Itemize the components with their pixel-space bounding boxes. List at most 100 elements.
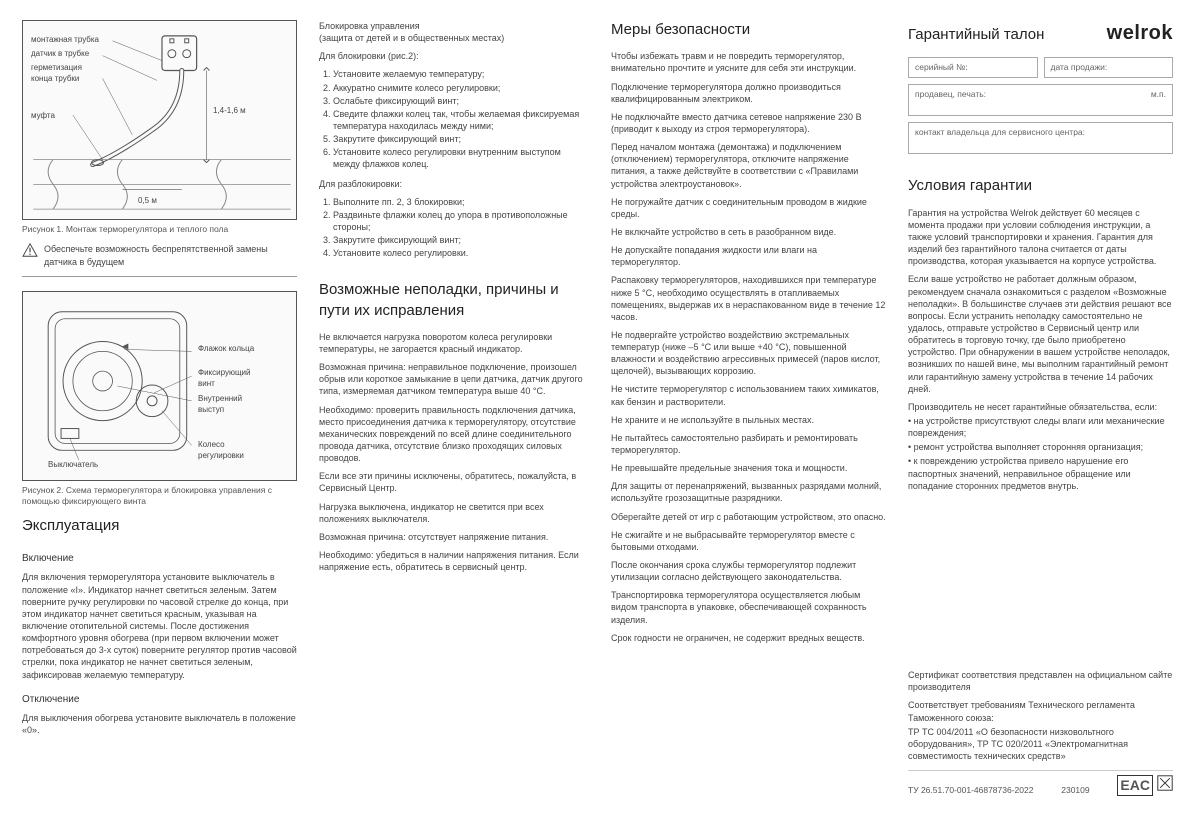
heading-safety: Меры безопасности	[611, 20, 886, 40]
field-label: серийный №:	[915, 62, 968, 73]
lock-step: Аккуратно снимите колесо регулировки;	[333, 82, 589, 94]
safety-para: Не подключайте вместо датчика сетевое на…	[611, 111, 886, 135]
safety-para: Не допускайте попадания жидкости или вла…	[611, 244, 886, 268]
column-1: монтажная трубка датчик в трубке гермети…	[22, 20, 297, 796]
trouble-p4: Если все эти причины исключены, обратите…	[319, 470, 589, 494]
warranty-p3c: • к повреждению устройства привело наруш…	[908, 455, 1173, 491]
footer-bottom-row: ТУ 26.51.70-001-46878736-2022 230109 EAC	[908, 770, 1173, 796]
lock-steps: Установите желаемую температуру; Аккурат…	[319, 68, 589, 171]
field-date[interactable]: дата продажи:	[1044, 57, 1174, 78]
field-row-1: серийный №: дата продажи:	[908, 57, 1173, 84]
column-4: Гарантийный талон welrok серийный №: дат…	[908, 20, 1173, 796]
safety-para: Подключение терморегулятора должно произ…	[611, 81, 886, 105]
fig1-label-offset: 0,5 м	[138, 196, 157, 207]
footer-tu: ТУ 26.51.70-001-46878736-2022	[908, 785, 1033, 796]
field-label: продавец, печать:	[915, 89, 986, 100]
trouble-p1: Не включается нагрузка поворотом колеса …	[319, 331, 589, 355]
safety-para: Транспортировка терморегулятора осуществ…	[611, 589, 886, 625]
fig2-label-wheel: Колесо регулировки	[198, 440, 268, 462]
safety-para: Не сжигайте и не выбрасывайте терморегул…	[611, 529, 886, 553]
lock-step: Установите желаемую температуру;	[333, 68, 589, 80]
para-off: Для выключения обогрева установите выклю…	[22, 712, 297, 736]
footer: Сертификат соответствия представлен на о…	[908, 669, 1173, 796]
column-2: Блокировка управления (защита от детей и…	[319, 20, 589, 796]
trouble-p2: Возможная причина: неправильное подключе…	[319, 361, 589, 397]
lock-step: Закрутите фиксирующий винт;	[333, 133, 589, 145]
fig1-label-tube: монтажная трубка	[31, 35, 99, 46]
heading-off: Отключение	[22, 693, 297, 707]
safety-para: Не храните и не используйте в пыльных ме…	[611, 414, 886, 426]
fig2-label-protrusion: Внутренний выступ	[198, 394, 258, 416]
safety-para: Не подвергайте устройство воздействию эк…	[611, 329, 886, 378]
safety-para: Не превышайте предельные значения тока и…	[611, 462, 886, 474]
safety-para: Чтобы избежать травм и не повредить терм…	[611, 50, 886, 74]
trouble-p5: Нагрузка выключена, индикатор не светитс…	[319, 501, 589, 525]
heading-warranty-card: Гарантийный талон	[908, 25, 1044, 45]
warning-text: Обеспечьте возможность беспрепятственной…	[44, 243, 297, 267]
warranty-p3b: • ремонт устройства выполняет сторонняя …	[908, 441, 1173, 453]
heading-warranty: Условия гарантии	[908, 176, 1173, 196]
safety-para: Распаковку терморегуляторов, находившихс…	[611, 274, 886, 323]
field-label: дата продажи:	[1051, 62, 1108, 73]
field-contact[interactable]: контакт владельца для сервисного центра:	[908, 122, 1173, 154]
safety-para: Для защиты от перенапряжений, вызванных …	[611, 480, 886, 504]
unlock-steps: Выполните пп. 2, 3 блокировки; Раздвиньт…	[319, 196, 589, 261]
heading-troubleshooting: Возможные неполадки, причины и пути их и…	[319, 280, 589, 321]
lock-sub: (защита от детей и в общественных местах…	[319, 32, 589, 44]
heading-operation: Эксплуатация	[22, 516, 297, 536]
figure-2-box: Флажок кольца Фиксирую­щий винт Внутренн…	[22, 291, 297, 481]
heading-on: Включение	[22, 552, 297, 566]
fig2-label-flag: Флажок кольца	[198, 344, 258, 355]
safety-para: Не погружайте датчик с соединительным пр…	[611, 196, 886, 220]
brand-logo: welrok	[1107, 20, 1173, 47]
footer-p2: Соответствует требованиям Технического р…	[908, 699, 1173, 723]
lock-intro: Для блокировки (рис.2):	[319, 50, 589, 62]
field-mp: м.п.	[1151, 89, 1166, 100]
recycle-icon	[1157, 775, 1173, 791]
lock-step: Сведите флажки колец так, чтобы желаемая…	[333, 108, 589, 132]
unlock-step: Раздвиньте флажки колец до упора в проти…	[333, 209, 589, 233]
heading-lock: Блокировка управления	[319, 20, 589, 32]
footer-code: 230109	[1061, 785, 1089, 796]
fig1-caption: Рисунок 1. Монтаж терморегулятора и тепл…	[22, 224, 297, 235]
fig2-label-screw: Фиксирую­щий винт	[198, 368, 258, 390]
fig1-label-seal: герметизация конца трубки	[31, 63, 101, 85]
footer-p1: Сертификат соответствия представлен на о…	[908, 669, 1173, 693]
unlock-step: Установите колесо регулировки.	[333, 247, 589, 259]
safety-para: Оберегайте детей от игр с работающим уст…	[611, 511, 886, 523]
safety-para: Перед началом монтажа (демонтажа) и подк…	[611, 141, 886, 190]
trouble-p6: Возможная причина: отсутствует напряжени…	[319, 531, 589, 543]
field-label: контакт владельца для сервисного центра:	[915, 127, 1085, 138]
field-seller[interactable]: продавец, печать: м.п.	[908, 84, 1173, 116]
unlock-step: Выполните пп. 2, 3 блокировки;	[333, 196, 589, 208]
safety-para: Не пытайтесь самостоятельно разбирать и …	[611, 432, 886, 456]
field-serial[interactable]: серийный №:	[908, 57, 1038, 78]
fig2-caption: Рисунок 2. Схема терморегулятора и блоки…	[22, 485, 297, 508]
lock-step: Ослабьте фиксирующий винт;	[333, 95, 589, 107]
fig1-label-sensor: датчик в трубке	[31, 49, 89, 60]
warranty-header-row: Гарантийный талон welrok	[908, 20, 1173, 47]
fig2-label-switch: Выключатель	[48, 460, 98, 471]
safety-para: Срок годности не ограничен, не содержит …	[611, 632, 886, 644]
column-3: Меры безопасности Чтобы избежать травм и…	[611, 20, 886, 796]
warning-icon	[22, 243, 38, 257]
eac-icon: EAC	[1117, 775, 1153, 796]
warranty-p3: Производитель не несет гарантийные обяза…	[908, 401, 1173, 413]
warranty-p3a: • на устройстве присутствуют следы влаги…	[908, 415, 1173, 439]
safety-para: Не чистите терморегулятор с использовани…	[611, 383, 886, 407]
fig1-label-coupling: муфта	[31, 111, 55, 122]
fig1-label-height: 1,4-1,6 м	[213, 106, 246, 117]
figure-1-box: монтажная трубка датчик в трубке гермети…	[22, 20, 297, 220]
safety-para: Не включайте устройство в сеть в разобра…	[611, 226, 886, 238]
warning-row: Обеспечьте возможность беспрепятственной…	[22, 243, 297, 276]
unlock-intro: Для разблокировки:	[319, 178, 589, 190]
warranty-p1: Гарантия на устройства Welrok действует …	[908, 207, 1173, 268]
safety-para: После окончания срока службы терморегуля…	[611, 559, 886, 583]
para-on: Для включения терморегулятора установите…	[22, 571, 297, 680]
certification-marks: EAC	[1117, 775, 1173, 796]
trouble-p3: Необходимо: проверить правильность подкл…	[319, 404, 589, 465]
footer-p3: ТР ТС 004/2011 «О безопасности низковоль…	[908, 726, 1173, 762]
unlock-step: Закрутите фиксирующий винт;	[333, 234, 589, 246]
lock-step: Установите колесо регулировки внутренним…	[333, 146, 589, 170]
warranty-p2: Если ваше устройство не работает должным…	[908, 273, 1173, 394]
